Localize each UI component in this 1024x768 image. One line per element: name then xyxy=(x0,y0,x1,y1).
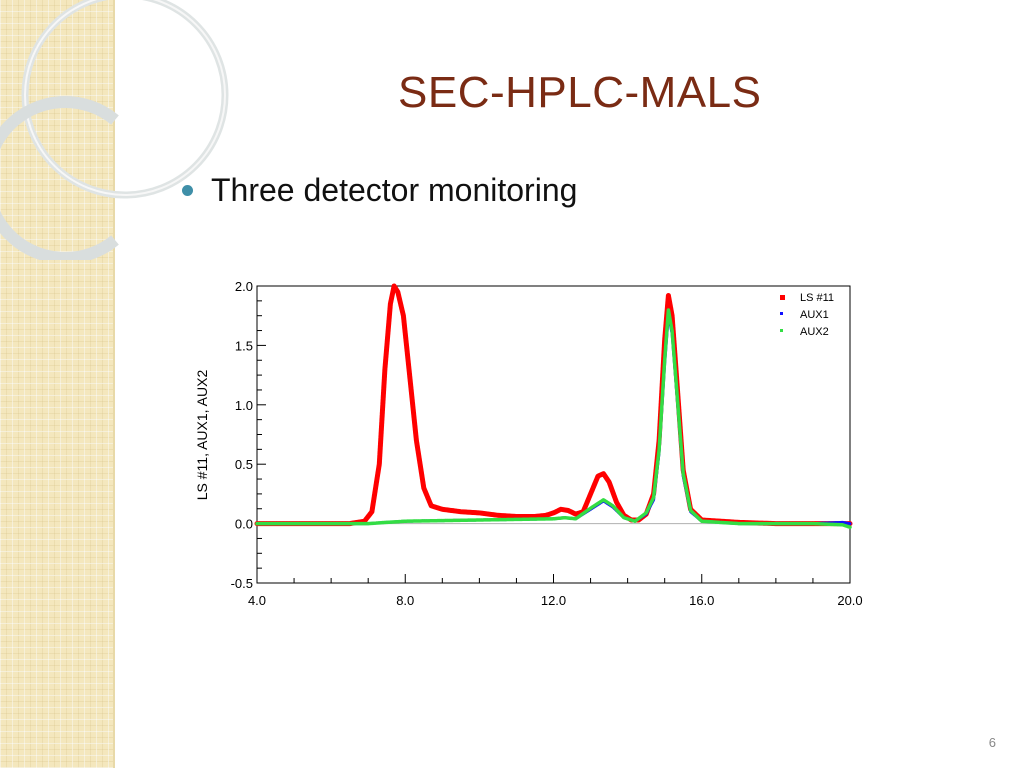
decorative-rings xyxy=(0,0,229,260)
y-tick-label: 0.5 xyxy=(235,457,253,472)
series-group xyxy=(254,283,853,529)
series-line-aux2 xyxy=(255,308,852,529)
chromatogram-chart: 4.0 8.0 12.0 16.0 20.0 2.0 1.5 1.0 0.5 0.0 -0.5 LS… xyxy=(194,279,863,608)
x-tick-label: 20.0 xyxy=(837,593,862,608)
y-tick-label: -0.5 xyxy=(231,576,253,591)
decorative-side-band xyxy=(0,0,115,768)
plot-area xyxy=(256,285,851,584)
legend-marker xyxy=(780,329,783,332)
legend-marker xyxy=(780,312,783,315)
axis-ticks xyxy=(256,285,851,584)
x-tick-label: 8.0 xyxy=(396,593,414,608)
bullet-dot-icon xyxy=(182,185,193,196)
x-tick-label: 16.0 xyxy=(689,593,714,608)
legend-label: AUX2 xyxy=(800,326,829,338)
bullet-text: Three detector monitoring xyxy=(211,172,578,208)
x-tick-label: 12.0 xyxy=(541,593,566,608)
bullet-item: Three detector monitoring xyxy=(182,172,577,209)
slide-title: SEC-HPLC-MALS xyxy=(398,68,762,117)
axis-tick-labels: 4.0 8.0 12.0 16.0 20.0 2.0 1.5 1.0 0.5 0.0 -0.5 xyxy=(231,279,863,608)
y-tick-label: 2.0 xyxy=(235,279,253,294)
page-number: 6 xyxy=(988,735,996,750)
y-tick-label: 1.5 xyxy=(235,338,253,353)
y-axis-label: LS #11, AUX1, AUX2 xyxy=(194,370,210,501)
legend-marker xyxy=(780,295,785,300)
legend-label: LS #11 xyxy=(800,292,834,304)
y-tick-label: 1.0 xyxy=(235,398,253,413)
chart-legend: LS #11 AUX1 AUX2 xyxy=(780,292,834,338)
legend-label: AUX1 xyxy=(800,309,829,321)
y-tick-label: 0.0 xyxy=(235,517,253,532)
x-tick-label: 4.0 xyxy=(248,593,266,608)
